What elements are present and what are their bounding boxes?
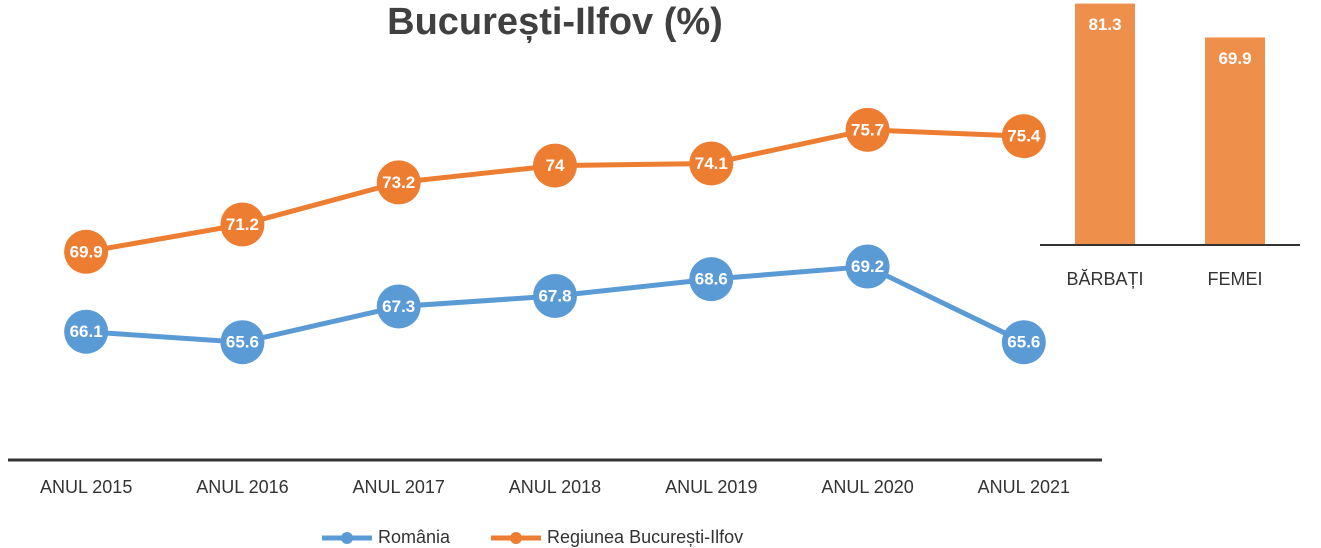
marker [533,143,577,188]
data-label: 65.6 [226,333,259,352]
data-label: 73.2 [382,173,415,192]
data-label: 81.3 [1088,15,1121,34]
marker [376,284,421,329]
data-label: 69.9 [70,242,103,261]
marker [845,244,890,289]
data-label: 69.9 [1218,49,1251,68]
marker [220,202,265,247]
marker [689,141,734,186]
data-label: 69.2 [851,257,884,276]
x-tick-label: ANUL 2017 [353,477,445,497]
marker [1001,114,1046,159]
bar [1205,37,1265,246]
data-label: 71.2 [226,215,259,234]
x-tick-label: ANUL 2018 [509,477,601,497]
legend-label: Regiunea București-Ilfov [547,527,743,547]
marker [64,229,109,274]
x-tick-label: FEMEI [1207,269,1262,289]
data-label: 75.4 [1007,127,1041,146]
x-tick-label: ANUL 2015 [40,477,132,497]
x-tick-label: ANUL 2021 [978,477,1070,497]
marker [376,160,421,205]
x-tick-label: ANUL 2020 [821,477,913,497]
data-label: 66.1 [70,322,103,341]
data-label: 65.6 [1007,333,1040,352]
marker [1001,320,1046,365]
marker [845,107,890,152]
data-label: 75.7 [851,120,884,139]
data-label: 67.8 [538,286,571,305]
marker [64,309,109,354]
x-tick-label: BĂRBAȚI [1066,269,1143,289]
marker [220,320,265,365]
marker [689,257,734,302]
data-label: 74.1 [695,154,728,173]
chart-title: București-Ilfov (%) [387,1,723,43]
data-label: 74 [546,156,565,175]
data-label: 68.6 [695,270,728,289]
legend-marker [510,532,522,544]
x-tick-label: ANUL 2016 [196,477,288,497]
legend-marker [341,532,353,544]
data-label: 67.3 [382,297,415,316]
legend-label: România [378,527,451,547]
x-tick-label: ANUL 2019 [665,477,757,497]
marker [533,273,577,318]
bar [1075,3,1135,245]
